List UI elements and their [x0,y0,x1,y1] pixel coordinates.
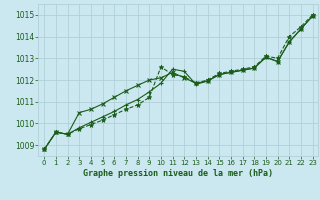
X-axis label: Graphe pression niveau de la mer (hPa): Graphe pression niveau de la mer (hPa) [84,169,273,178]
